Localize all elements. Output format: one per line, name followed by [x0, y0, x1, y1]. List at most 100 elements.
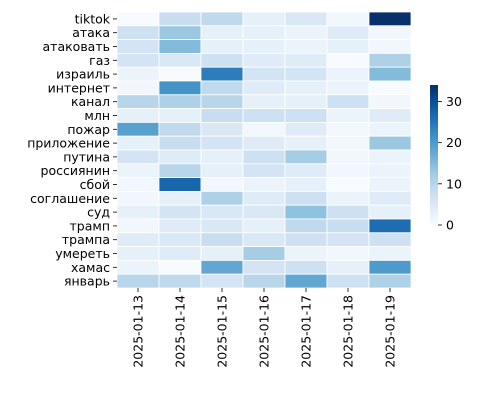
heatmap-cell	[326, 25, 370, 40]
heatmap-cell	[200, 135, 244, 151]
heatmap-cell	[116, 108, 160, 123]
heatmap-cell	[284, 177, 328, 192]
heatmap-cell	[200, 190, 244, 206]
y-tick-label: умереть	[55, 246, 110, 261]
heatmap-cell	[158, 135, 202, 151]
heatmap-cell	[158, 39, 202, 54]
heatmap-cell	[326, 273, 370, 289]
heatmap-cell	[284, 25, 328, 40]
heatmap-cell	[284, 94, 328, 110]
heatmap-cell	[326, 11, 370, 27]
heatmap-cell	[368, 273, 412, 289]
heatmap-cell	[200, 66, 244, 82]
heatmap-cell	[326, 190, 370, 206]
heatmap-cell	[242, 94, 286, 110]
heatmap-cell	[368, 163, 412, 179]
colorbar-tick-label: 0	[446, 218, 454, 233]
heatmap-cell	[200, 218, 244, 234]
heatmap-cell	[326, 135, 370, 151]
heatmap-cell	[200, 259, 244, 275]
colorbar-tick-label: 10	[446, 176, 462, 191]
y-tick-label: атака	[72, 25, 110, 40]
heatmap-cell	[326, 94, 370, 110]
heatmap-cell	[284, 232, 328, 248]
heatmap-cell	[326, 66, 370, 82]
heatmap-cell	[200, 204, 244, 220]
heatmap-cell	[116, 163, 160, 179]
heatmap-cell	[200, 177, 244, 192]
heatmap-cell	[158, 53, 202, 68]
heatmap-cells	[116, 11, 412, 289]
y-tick-labels: tiktokатакаатаковатьгазизраильинтернетка…	[27, 11, 117, 289]
heatmap-cell	[200, 11, 244, 27]
heatmap-cell	[116, 259, 160, 275]
heatmap-cell	[242, 163, 286, 179]
colorbar: 0 10 20 30	[430, 85, 462, 233]
heatmap-cell	[326, 53, 370, 68]
heatmap-cell	[158, 80, 202, 96]
heatmap-cell	[326, 122, 370, 137]
heatmap-cell	[116, 232, 160, 248]
heatmap-cell	[116, 25, 160, 40]
heatmap-cell	[158, 94, 202, 110]
heatmap-cell	[200, 53, 244, 68]
heatmap-cell	[200, 149, 244, 165]
heatmap-cell	[284, 218, 328, 234]
heatmap-cell	[200, 163, 244, 179]
heatmap-cell	[326, 163, 370, 179]
heatmap-cell	[200, 25, 244, 40]
heatmap-cell	[158, 25, 202, 40]
heatmap-cell	[116, 94, 160, 110]
heatmap-cell	[284, 259, 328, 275]
y-tick-label: хамас	[71, 260, 110, 275]
heatmap-cell	[368, 25, 412, 40]
heatmap-cell	[158, 177, 202, 192]
y-tick-label: интернет	[48, 80, 110, 95]
heatmap-cell	[242, 218, 286, 234]
heatmap-cell	[242, 39, 286, 54]
heatmap-cell	[200, 273, 244, 289]
y-tick-label: трампа	[62, 232, 110, 247]
heatmap-cell	[158, 66, 202, 82]
x-tick-label: 2025-01-15	[215, 295, 230, 368]
heatmap-cell	[242, 190, 286, 206]
x-tick-label: 2025-01-14	[173, 295, 188, 368]
heatmap-cell	[158, 149, 202, 165]
heatmap-cell	[326, 108, 370, 123]
y-tick-label: соглашение	[30, 191, 110, 206]
y-tick-label: канал	[71, 94, 110, 109]
heatmap-cell	[116, 135, 160, 151]
heatmap-cell	[158, 163, 202, 179]
heatmap-cell	[242, 135, 286, 151]
heatmap-cell	[368, 204, 412, 220]
x-tick-label: 2025-01-13	[131, 295, 146, 368]
heatmap-cell	[326, 177, 370, 192]
heatmap-cell	[368, 53, 412, 68]
heatmap-cell	[284, 80, 328, 96]
heatmap-cell	[284, 135, 328, 151]
heatmap-cell	[368, 39, 412, 54]
heatmap-cell	[368, 218, 412, 234]
heatmap-cell	[158, 246, 202, 261]
heatmap-cell	[200, 80, 244, 96]
heatmap-cell	[284, 39, 328, 54]
heatmap-cell	[284, 66, 328, 82]
y-tick-label: путина	[63, 149, 110, 164]
heatmap-cell	[116, 273, 160, 289]
heatmap-cell	[368, 11, 412, 27]
heatmap-cell	[242, 177, 286, 192]
heatmap-cell	[116, 246, 160, 261]
heatmap-cell	[158, 204, 202, 220]
heatmap-cell	[368, 135, 412, 151]
heatmap-cell	[158, 273, 202, 289]
y-tick-label: tiktok	[75, 11, 111, 26]
heatmap-cell	[242, 66, 286, 82]
heatmap-cell	[368, 122, 412, 137]
heatmap-cell	[242, 149, 286, 165]
colorbar-tick-label: 30	[446, 94, 462, 109]
heatmap-cell	[116, 218, 160, 234]
x-tick-labels: 2025-01-13 2025-01-14 2025-01-15 2025-01-16…	[131, 288, 398, 368]
heatmap-cell	[242, 246, 286, 261]
heatmap-cell	[200, 246, 244, 261]
